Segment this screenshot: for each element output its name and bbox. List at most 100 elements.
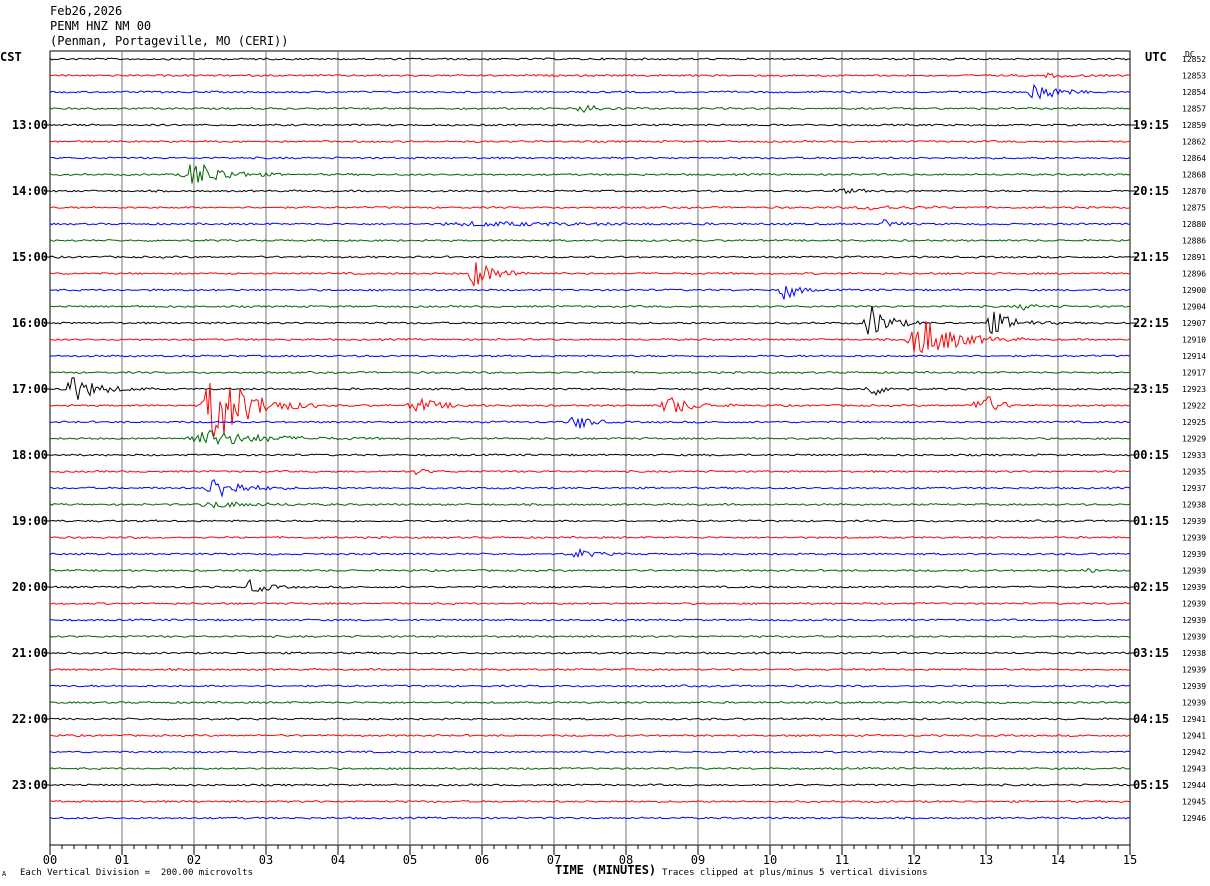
right-hour-label: 02:15 bbox=[1133, 580, 1169, 594]
left-hour-label: 19:00 bbox=[12, 514, 48, 528]
dc-offset-label: 12870 bbox=[1182, 187, 1206, 196]
seismic-trace bbox=[49, 187, 1131, 195]
right-timezone-label: UTC bbox=[1145, 50, 1167, 64]
seismic-trace bbox=[49, 634, 1131, 639]
seismic-trace bbox=[49, 567, 1131, 573]
dc-offset-label: 12917 bbox=[1182, 369, 1206, 378]
x-tick-label: 15 bbox=[1123, 853, 1137, 867]
seismic-trace bbox=[49, 163, 1131, 184]
seismic-trace bbox=[49, 684, 1131, 688]
seismic-trace bbox=[49, 382, 1130, 437]
right-hour-label: 00:15 bbox=[1133, 448, 1169, 462]
dc-offset-label: 12904 bbox=[1182, 303, 1206, 312]
dc-offset-label: 12868 bbox=[1182, 171, 1206, 180]
x-axis-title: TIME (MINUTES) bbox=[555, 863, 657, 877]
left-hour-label: 16:00 bbox=[12, 316, 48, 330]
left-hour-label: 20:00 bbox=[12, 580, 48, 594]
dc-offset-label: 12939 bbox=[1182, 550, 1206, 559]
seismic-trace bbox=[49, 479, 1131, 498]
left-timezone-label: CST bbox=[0, 50, 22, 64]
seismic-trace bbox=[49, 218, 1131, 227]
seismic-trace bbox=[49, 535, 1131, 540]
dc-offset-label: 12864 bbox=[1182, 154, 1206, 163]
seismic-trace bbox=[49, 700, 1131, 705]
x-tick-label: 02 bbox=[187, 853, 201, 867]
dc-offset-label: 12939 bbox=[1182, 699, 1206, 708]
dc-offset-label: 12939 bbox=[1182, 567, 1206, 576]
seismic-trace bbox=[49, 370, 1131, 375]
seismic-trace bbox=[49, 139, 1131, 144]
seismic-trace bbox=[49, 578, 1131, 593]
x-tick-label: 13 bbox=[979, 853, 993, 867]
seismic-trace bbox=[49, 429, 1131, 446]
dc-offset-label: 12923 bbox=[1182, 385, 1206, 394]
dc-offset-label: 12945 bbox=[1182, 798, 1206, 807]
dc-offset-label: 12942 bbox=[1182, 748, 1206, 757]
seismic-trace bbox=[49, 601, 1131, 606]
left-hour-label: 17:00 bbox=[12, 382, 48, 396]
dc-offset-label: 12862 bbox=[1182, 138, 1206, 147]
seismic-trace bbox=[50, 783, 1131, 787]
seismic-trace bbox=[49, 618, 1131, 622]
dc-offset-label: 12946 bbox=[1182, 814, 1206, 823]
x-tick-label: 06 bbox=[475, 853, 489, 867]
seismic-trace bbox=[49, 733, 1131, 738]
dc-offset-label: 12853 bbox=[1182, 72, 1206, 81]
dc-offset-label: 12922 bbox=[1182, 402, 1206, 411]
seismic-trace bbox=[49, 354, 1131, 358]
x-tick-label: 00 bbox=[43, 853, 57, 867]
dc-offset-label: 12939 bbox=[1182, 517, 1206, 526]
dc-offset-label: 12925 bbox=[1182, 418, 1206, 427]
x-tick-label: 09 bbox=[691, 853, 705, 867]
dc-offset-label: 12914 bbox=[1182, 352, 1206, 361]
dc-offset-label: 12939 bbox=[1182, 666, 1206, 675]
dc-offset-label: 12939 bbox=[1182, 616, 1206, 625]
right-hour-label: 23:15 bbox=[1133, 382, 1169, 396]
left-hour-label: 13:00 bbox=[12, 118, 48, 132]
seismic-trace bbox=[49, 519, 1131, 523]
seismic-trace bbox=[49, 156, 1131, 160]
dc-offset-label: 12941 bbox=[1182, 732, 1206, 741]
dc-offset-label: 12852 bbox=[1182, 55, 1206, 64]
x-tick-label: 08 bbox=[619, 853, 633, 867]
seismic-trace bbox=[49, 501, 1131, 509]
dc-offset-label: 12939 bbox=[1182, 534, 1206, 543]
seismic-trace bbox=[49, 306, 1131, 335]
seismic-trace bbox=[49, 377, 1131, 400]
dc-offset-label: 12943 bbox=[1182, 765, 1206, 774]
left-hour-label: 15:00 bbox=[12, 250, 48, 264]
right-hour-label: 01:15 bbox=[1133, 514, 1169, 528]
seismic-trace bbox=[49, 104, 1131, 113]
dc-offset-label: 12939 bbox=[1182, 682, 1206, 691]
station-label: PENM HNZ NM 00 bbox=[50, 19, 152, 33]
dc-offset-label: 12929 bbox=[1182, 435, 1206, 444]
right-hour-label: 22:15 bbox=[1133, 316, 1169, 330]
x-tick-label: 01 bbox=[115, 853, 129, 867]
seismic-trace bbox=[49, 750, 1131, 754]
dc-offset-label: 12937 bbox=[1182, 484, 1206, 493]
dc-offset-label: 12859 bbox=[1182, 121, 1206, 130]
seismic-trace bbox=[49, 255, 1131, 259]
seismic-trace bbox=[49, 717, 1131, 721]
seismic-trace bbox=[49, 238, 1131, 243]
dc-offset-label: 12896 bbox=[1182, 270, 1206, 279]
dc-offset-label: 12938 bbox=[1182, 501, 1206, 510]
seismic-trace bbox=[49, 57, 1131, 61]
right-hour-label: 21:15 bbox=[1133, 250, 1169, 264]
right-hour-label: 05:15 bbox=[1133, 778, 1169, 792]
dc-offset-label: 12854 bbox=[1182, 88, 1206, 97]
seismic-trace bbox=[49, 799, 1130, 804]
seismic-trace bbox=[49, 816, 1131, 820]
plot-frame bbox=[49, 50, 1131, 846]
x-tick-label: 11 bbox=[835, 853, 849, 867]
dc-offset-label: 12875 bbox=[1182, 204, 1206, 213]
x-tick-label: 10 bbox=[763, 853, 777, 867]
x-tick-label: 04 bbox=[331, 853, 345, 867]
seismic-trace bbox=[49, 262, 1131, 287]
left-hour-label: 21:00 bbox=[12, 646, 48, 660]
dc-offset-label: 12907 bbox=[1182, 319, 1206, 328]
left-hour-label: 22:00 bbox=[12, 712, 48, 726]
dc-offset-label: 12939 bbox=[1182, 600, 1206, 609]
location-label: (Penman, Portageville, MO (CERI)) bbox=[50, 34, 289, 48]
